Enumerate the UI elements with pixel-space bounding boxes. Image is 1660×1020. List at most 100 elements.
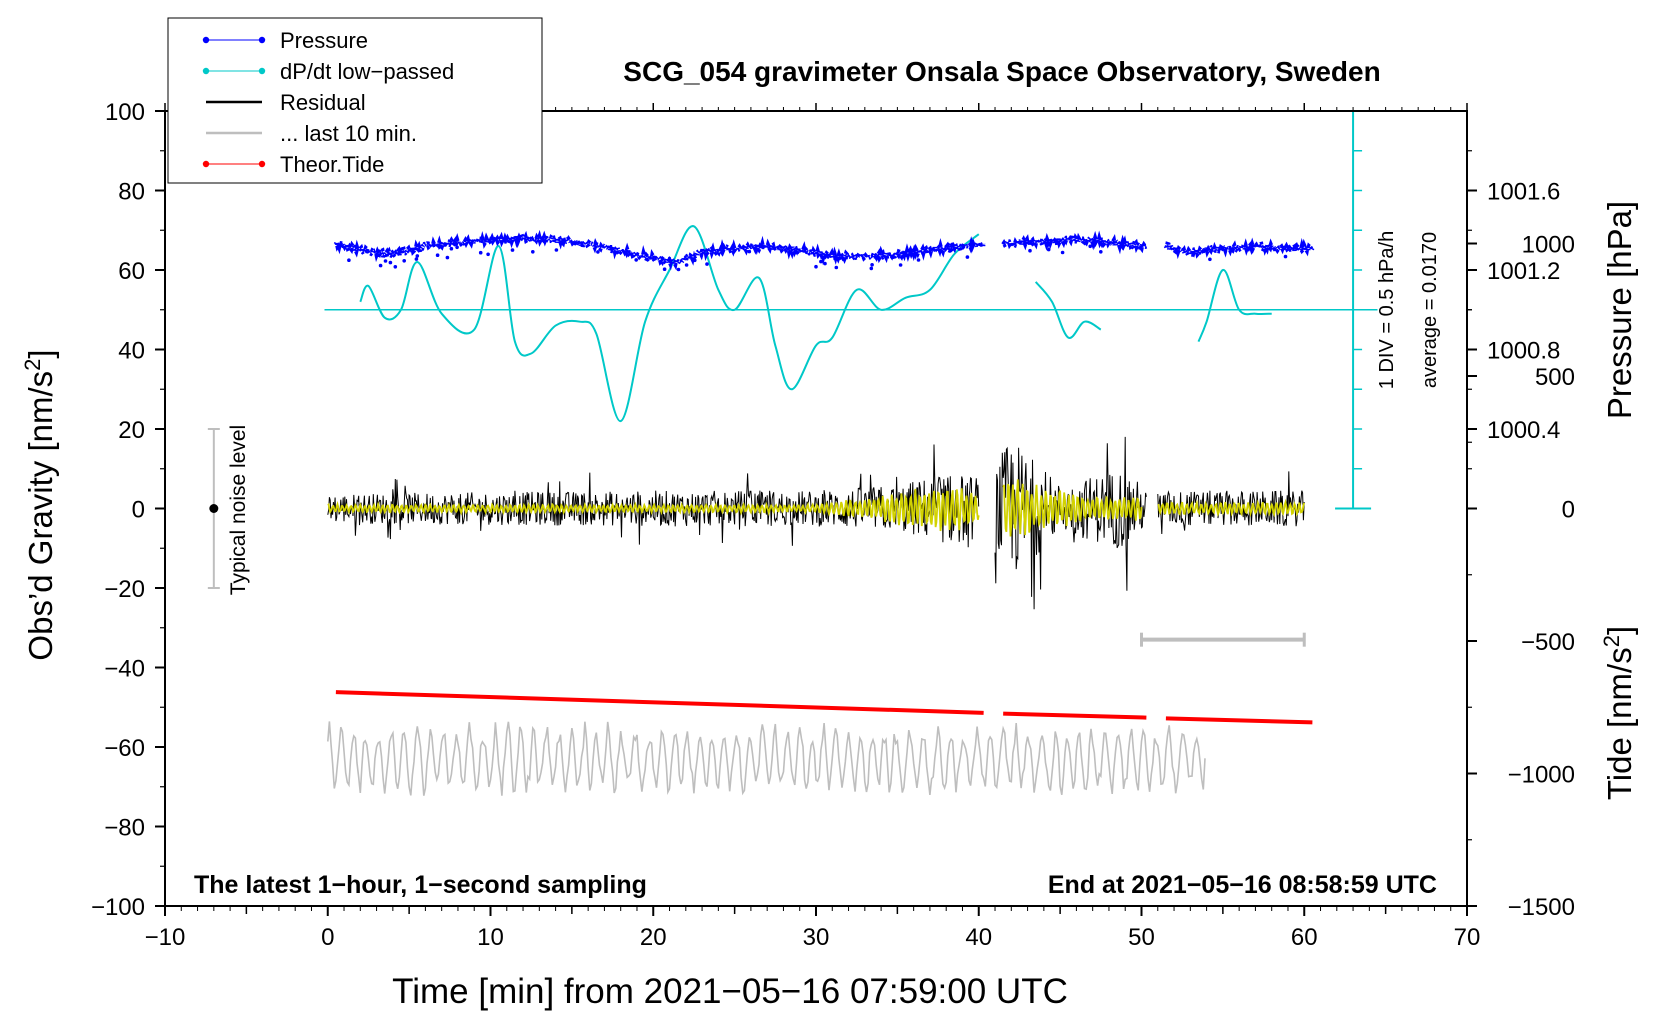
pressure-point <box>747 249 752 254</box>
pressure-point <box>1088 244 1092 249</box>
x-axis-label: Time [min] from 2021−05−16 07:59:00 UTC <box>392 972 1068 1011</box>
pressure-point <box>596 250 600 254</box>
tide-tick-label: −500 <box>1521 629 1575 656</box>
pressure-point <box>378 263 383 268</box>
pressure-tick-label: 1001.2 <box>1487 258 1560 285</box>
x-tick-label: 60 <box>1291 924 1318 951</box>
x-tick-label: 40 <box>965 924 992 951</box>
y-tick-label: −100 <box>91 894 145 921</box>
series-dpdt-curve <box>1197 268 1272 342</box>
series-last10-line <box>327 721 1206 796</box>
pressure-point <box>510 248 515 252</box>
pressure-point <box>414 257 419 261</box>
pressure-point <box>819 259 823 264</box>
dpdt-scale-label: 1 DIV = 0.5 hPa/h <box>1376 231 1398 389</box>
pressure-point <box>1099 250 1103 254</box>
pressure-point <box>435 253 440 257</box>
legend-label: Residual <box>280 90 366 115</box>
pressure-point <box>834 265 839 270</box>
pressure-point <box>554 248 559 252</box>
x-tick-label: 0 <box>321 924 334 951</box>
pressure-point <box>1060 250 1065 255</box>
y-tick-label: 60 <box>118 258 145 285</box>
pressure-point <box>393 265 398 269</box>
pressure-point <box>478 250 483 255</box>
y-axis-label: Obs’d Gravity [nm/s2] <box>20 349 59 660</box>
pressure-point <box>676 267 681 272</box>
tide-tick-label: −1500 <box>1508 894 1575 921</box>
plot-area <box>207 110 1378 796</box>
legend-marker <box>202 67 210 75</box>
series-pressure-points <box>1163 236 1315 263</box>
note-end-time: End at 2021−05−16 08:58:59 UTC <box>1048 871 1437 899</box>
noise-bar-marker <box>209 504 219 513</box>
x-tick-label: 50 <box>1128 924 1155 951</box>
pressure-point <box>916 258 921 262</box>
pressure-point <box>705 262 709 266</box>
series-filtered-residual-line <box>1157 498 1306 518</box>
series-tide-line <box>1003 711 1147 720</box>
pressure-point <box>869 266 874 271</box>
series-dpdt-curve <box>1034 281 1102 339</box>
pressure-tick-label: 1000.8 <box>1487 338 1560 365</box>
legend: Pressure dP/dt low−passed Residual ... last… <box>167 17 543 184</box>
series-pressure-points <box>333 228 986 271</box>
legend-label: dP/dt low−passed <box>280 59 454 84</box>
y-tick-label: −40 <box>104 656 145 683</box>
tide-axis-label: Tide [nm/s2] <box>1599 626 1638 800</box>
legend-marker <box>202 160 210 168</box>
x-tick-label: 30 <box>803 924 830 951</box>
pressure-point <box>1208 257 1212 262</box>
pressure-point <box>634 258 638 262</box>
pressure-point <box>383 259 388 263</box>
pressure-axis-label: Pressure [hPa] <box>1601 201 1638 419</box>
series-residual-line <box>1157 471 1305 535</box>
y-tick-label: −60 <box>104 735 145 762</box>
series-filtered-residual-line <box>1002 479 1143 537</box>
pressure-point <box>402 259 407 263</box>
y-tick-label: 80 <box>118 179 145 206</box>
legend-marker <box>258 160 266 168</box>
tide-tick-label: 500 <box>1535 364 1575 391</box>
pressure-point <box>823 261 827 266</box>
pressure-point <box>531 250 535 254</box>
legend-marker <box>258 67 266 75</box>
tide-tick-label: −1000 <box>1508 762 1575 789</box>
legend-label: Pressure <box>280 28 368 53</box>
legend-box <box>167 17 543 184</box>
pressure-point <box>415 254 420 258</box>
series-residual-line <box>994 436 1147 610</box>
pressure-point <box>445 255 450 260</box>
series-residual-line <box>327 444 980 548</box>
pressure-point <box>684 263 689 267</box>
y-tick-label: 0 <box>132 497 145 524</box>
series-tide-line <box>335 690 984 715</box>
pressure-tick-label: 1001.6 <box>1487 179 1560 206</box>
pressure-point <box>449 246 454 251</box>
noise-level-label: Typical noise level <box>227 425 250 595</box>
series-tide-line <box>1165 716 1313 725</box>
pressure-point <box>1028 248 1032 253</box>
legend-marker <box>202 36 210 44</box>
x-tick-label: −10 <box>145 924 186 951</box>
series-pressure-points <box>1001 230 1148 255</box>
legend-label: Theor.Tide <box>280 152 384 177</box>
legend-marker <box>258 36 266 44</box>
pressure-point <box>898 263 903 267</box>
pressure-point <box>965 255 970 259</box>
x-tick-label: 10 <box>477 924 504 951</box>
pressure-point <box>814 264 818 269</box>
axes: −10 0 10 20 30 40 50 60 70−100−80−60−40−20020406… <box>91 99 1575 951</box>
legend-label: ... last 10 min. <box>280 121 417 146</box>
chart-title: SCG_054 gravimeter Onsala Space Observat… <box>623 56 1380 87</box>
y-tick-label: −20 <box>104 576 145 603</box>
y-tick-label: 100 <box>105 99 145 126</box>
pressure-point <box>486 252 490 257</box>
y-tick-label: 20 <box>118 417 145 444</box>
pressure-point <box>662 267 667 272</box>
pressure-point <box>1283 254 1288 259</box>
pressure-point <box>1046 247 1051 252</box>
pressure-point <box>388 260 393 265</box>
series-dpdt-curve <box>359 225 980 423</box>
